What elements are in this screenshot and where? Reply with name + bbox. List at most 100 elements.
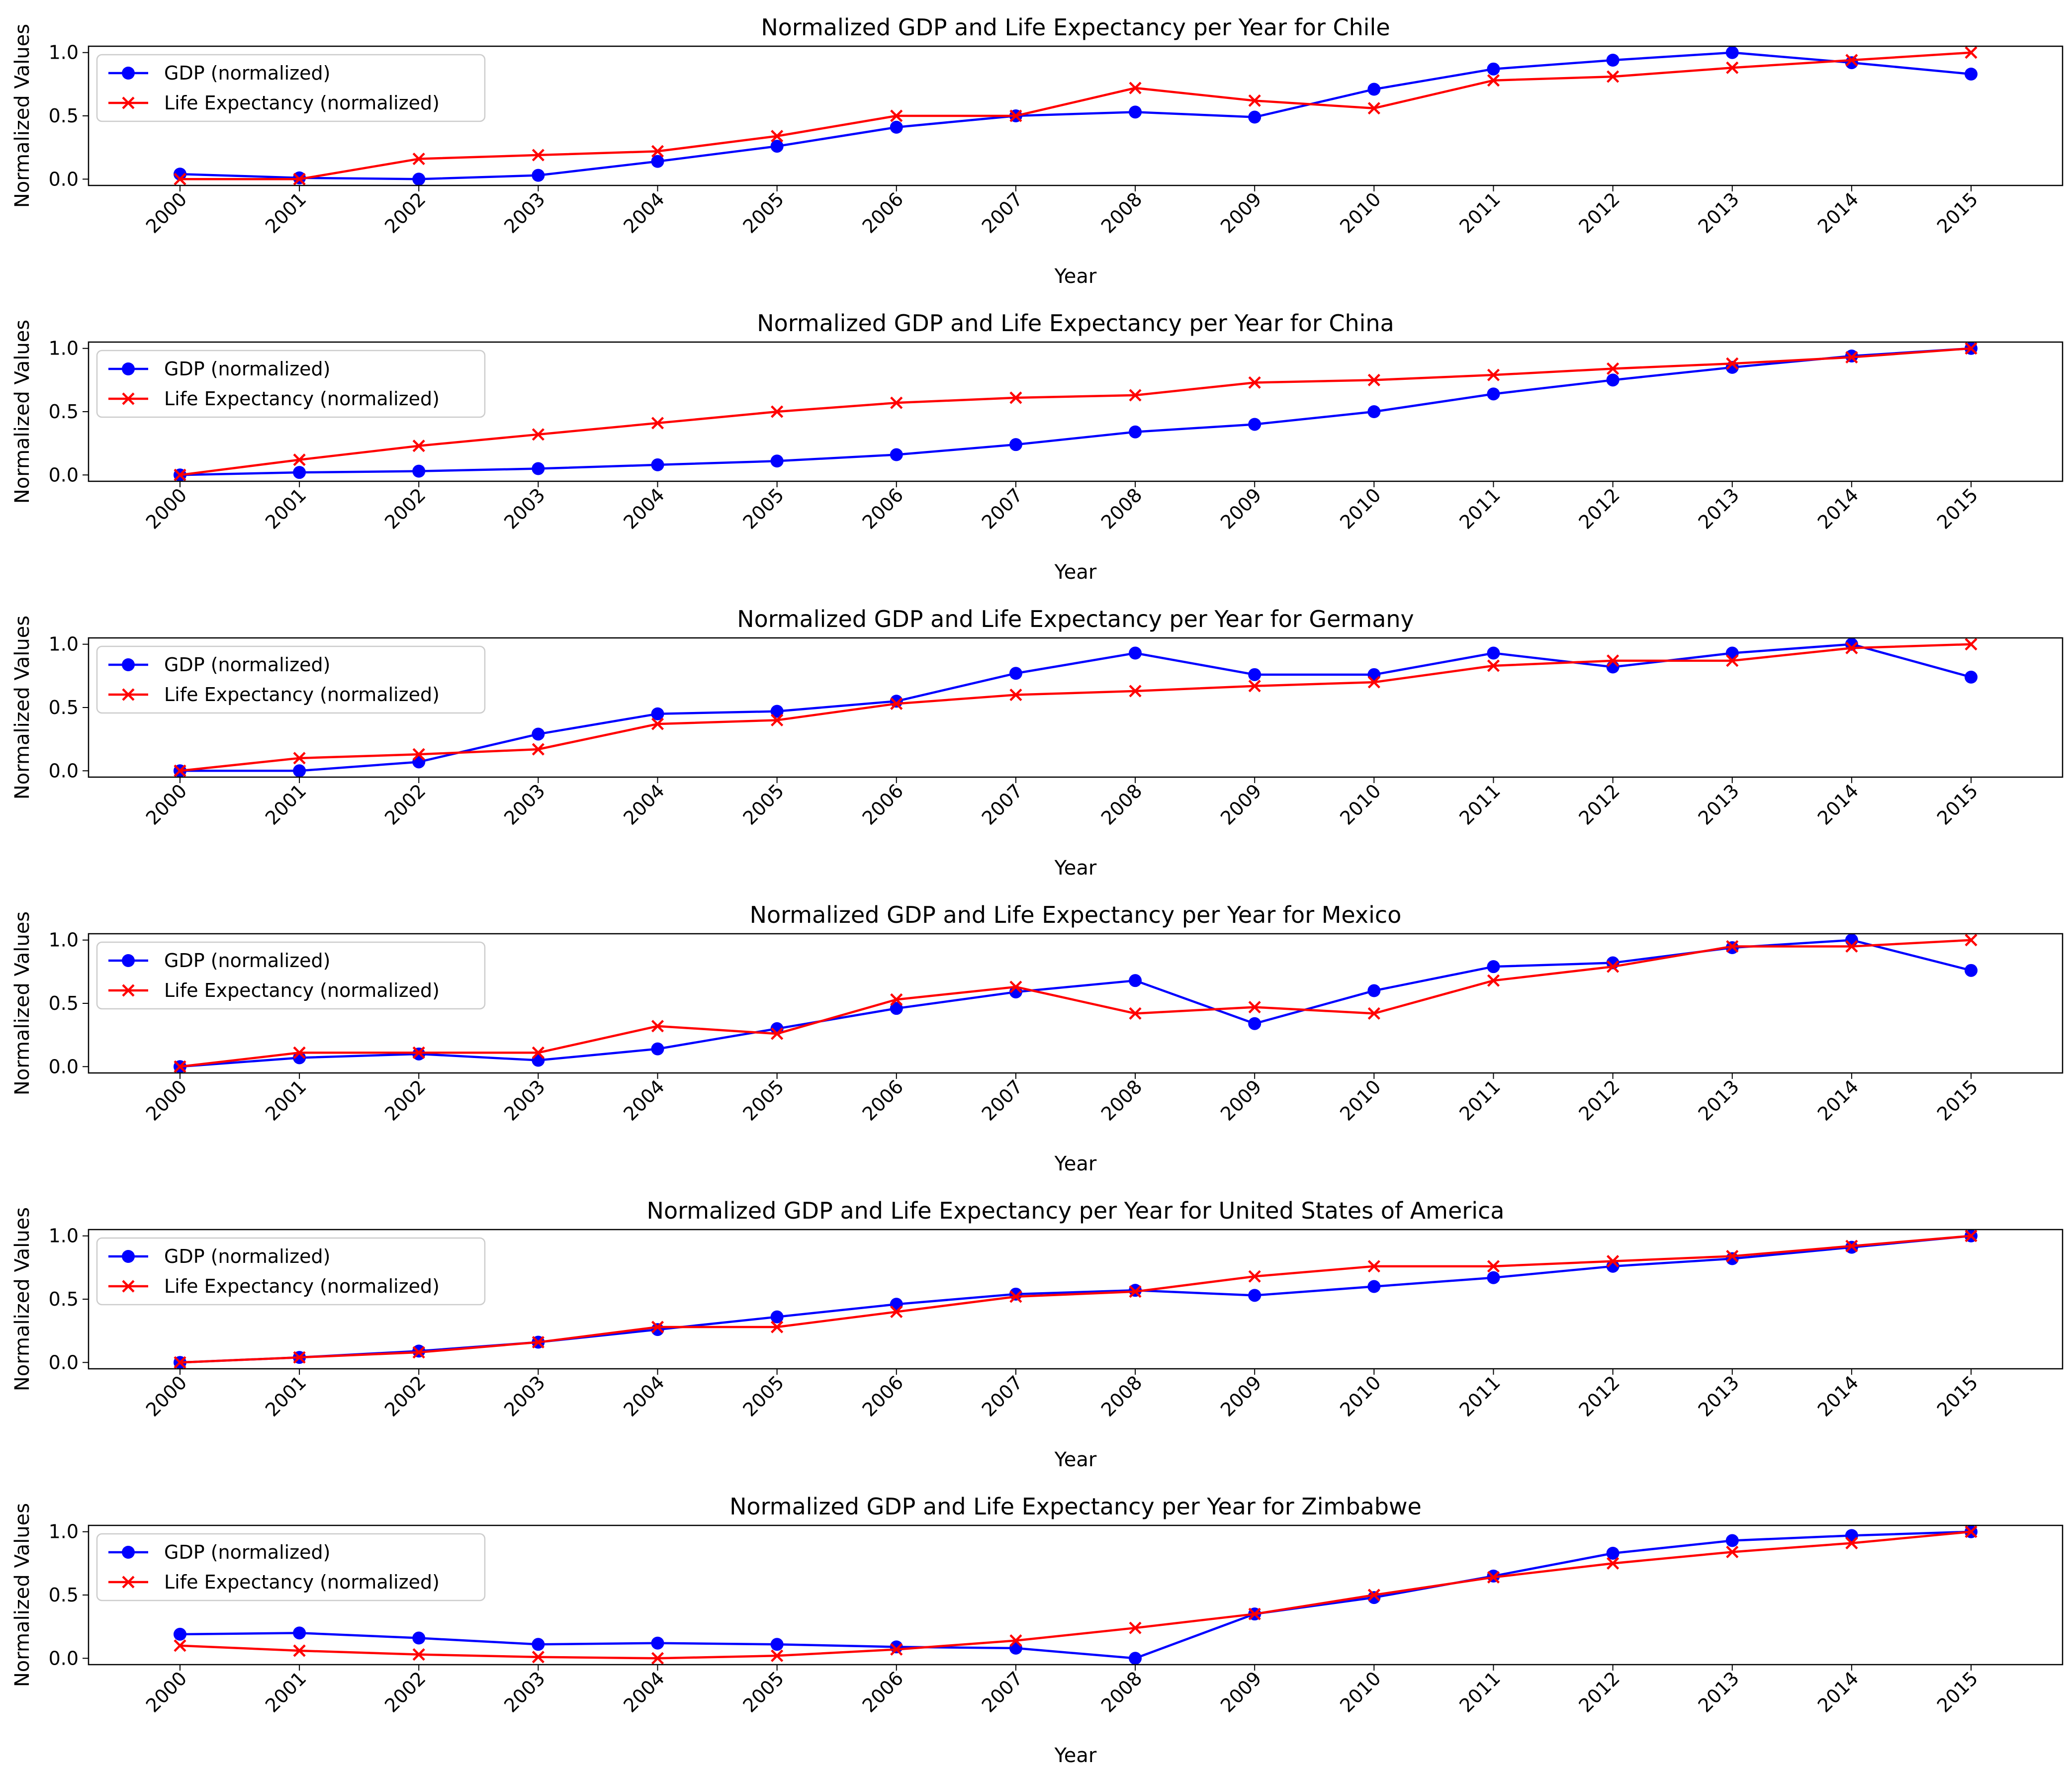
x-tick-label: 2006 bbox=[858, 188, 908, 238]
x-tick-label: 2007 bbox=[978, 780, 1027, 829]
x-tick-label: 2012 bbox=[1574, 188, 1624, 238]
data-point-life-expectancy bbox=[1607, 362, 1620, 375]
data-point-gdp bbox=[1606, 1547, 1620, 1560]
data-point-gdp bbox=[1845, 933, 1858, 947]
data-point-life-expectancy bbox=[1607, 1557, 1620, 1570]
x-tick-label: 2006 bbox=[858, 780, 908, 829]
y-tick-label: 0.5 bbox=[49, 1288, 79, 1310]
data-point-life-expectancy bbox=[412, 748, 425, 761]
data-point-life-expectancy bbox=[1487, 74, 1500, 87]
legend: GDP (normalized) Life Expectancy (normali… bbox=[96, 54, 486, 122]
x-tick-label: 2007 bbox=[978, 188, 1027, 238]
x-tick-label: 2008 bbox=[1097, 780, 1147, 829]
data-point-life-expectancy bbox=[771, 1649, 784, 1662]
data-point-gdp bbox=[651, 1323, 664, 1336]
x-tick-label: 2008 bbox=[1097, 1371, 1147, 1421]
data-point-life-expectancy bbox=[1367, 1260, 1380, 1273]
legend: GDP (normalized) Life Expectancy (normali… bbox=[96, 1533, 486, 1601]
x-tick-label: 2002 bbox=[380, 484, 430, 533]
x-tick-label: 2007 bbox=[978, 1075, 1027, 1125]
data-point-life-expectancy bbox=[1607, 654, 1620, 667]
subplot-2: Normalized GDP and Life Expectancy per Y… bbox=[11, 606, 2064, 880]
y-tick-label: 0.0 bbox=[49, 760, 79, 782]
x-tick-label: 2013 bbox=[1694, 780, 1744, 829]
data-point-gdp bbox=[1009, 1287, 1022, 1301]
x-tick-label: 2011 bbox=[1455, 1075, 1505, 1125]
data-point-life-expectancy bbox=[1726, 654, 1739, 667]
legend-label: Life Expectancy (normalized) bbox=[164, 979, 440, 1001]
y-tick-label: 0.0 bbox=[49, 1647, 79, 1669]
data-point-gdp bbox=[1725, 1252, 1739, 1265]
legend-marker-x bbox=[122, 96, 135, 109]
data-point-life-expectancy bbox=[293, 453, 306, 466]
x-tick-label: 2003 bbox=[500, 780, 549, 829]
x-tick-label: 2012 bbox=[1574, 1075, 1624, 1125]
data-point-gdp bbox=[1367, 83, 1381, 96]
data-point-life-expectancy bbox=[1129, 389, 1142, 402]
x-tick-label: 2011 bbox=[1455, 1667, 1505, 1717]
x-tick-label: 2003 bbox=[500, 1667, 549, 1717]
data-point-life-expectancy bbox=[1487, 659, 1500, 672]
series-line-0 bbox=[180, 347, 1972, 476]
data-point-gdp bbox=[890, 1640, 903, 1654]
data-point-life-expectancy bbox=[1965, 638, 1978, 651]
x-tick-label: 2004 bbox=[619, 1667, 669, 1717]
x-tick-label: 2006 bbox=[858, 484, 908, 533]
legend-box bbox=[96, 1237, 486, 1306]
x-axis-label: Year bbox=[1054, 857, 1097, 880]
data-point-life-expectancy bbox=[890, 993, 903, 1006]
data-point-gdp bbox=[532, 1638, 545, 1651]
data-point-life-expectancy bbox=[1845, 641, 1858, 654]
series-line-0 bbox=[180, 939, 1972, 1068]
data-point-life-expectancy bbox=[293, 1351, 306, 1364]
legend-marker-circle bbox=[122, 954, 135, 967]
legend-label: Life Expectancy (normalized) bbox=[164, 1275, 440, 1297]
data-point-gdp bbox=[1487, 646, 1500, 660]
data-point-life-expectancy bbox=[1965, 1230, 1978, 1242]
data-point-life-expectancy bbox=[651, 1321, 664, 1333]
data-point-gdp bbox=[1129, 105, 1142, 119]
data-point-life-expectancy bbox=[1367, 373, 1380, 386]
data-point-gdp bbox=[1129, 646, 1142, 660]
x-tick-label: 2007 bbox=[978, 1371, 1027, 1421]
data-point-life-expectancy bbox=[1726, 1545, 1739, 1559]
data-point-life-expectancy bbox=[1367, 102, 1380, 115]
x-tick-label: 2002 bbox=[380, 1667, 430, 1717]
data-point-gdp bbox=[1965, 964, 1978, 977]
x-tick-label: 2002 bbox=[380, 1371, 430, 1421]
x-tick-label: 2012 bbox=[1574, 1371, 1624, 1421]
x-tick-label: 2015 bbox=[1933, 1075, 1982, 1125]
data-point-life-expectancy bbox=[1607, 1255, 1620, 1268]
data-point-life-expectancy bbox=[651, 417, 664, 430]
subplot-title: Normalized GDP and Life Expectancy per Y… bbox=[647, 1197, 1505, 1224]
y-tick-label: 0.5 bbox=[49, 697, 79, 718]
x-tick-label: 2006 bbox=[858, 1667, 908, 1717]
data-point-life-expectancy bbox=[1009, 688, 1022, 702]
x-tick-label: 2000 bbox=[142, 484, 191, 533]
data-point-gdp bbox=[890, 695, 903, 708]
series-line-1 bbox=[180, 939, 1972, 1068]
y-tick-label: 0.0 bbox=[49, 1056, 79, 1077]
data-point-life-expectancy bbox=[1129, 1621, 1142, 1634]
data-point-life-expectancy bbox=[1726, 61, 1739, 74]
y-tick-label: 0.0 bbox=[49, 464, 79, 486]
y-axis-label: Normalized Values bbox=[11, 320, 34, 504]
data-point-gdp bbox=[1965, 670, 1978, 684]
data-point-gdp bbox=[293, 1626, 306, 1640]
plot-frame bbox=[88, 1524, 2064, 1666]
x-tick-label: 2005 bbox=[739, 1371, 789, 1421]
data-point-gdp bbox=[770, 705, 784, 718]
legend-marker-circle bbox=[122, 1250, 135, 1263]
data-point-gdp bbox=[1367, 1280, 1381, 1293]
x-tick-label: 2008 bbox=[1097, 1667, 1147, 1717]
data-point-gdp bbox=[651, 707, 664, 720]
legend-marker-x bbox=[122, 688, 135, 701]
x-tick-label: 2005 bbox=[739, 780, 789, 829]
data-point-life-expectancy bbox=[532, 149, 544, 162]
x-axis-label: Year bbox=[1054, 1744, 1097, 1767]
data-point-gdp bbox=[1129, 425, 1142, 439]
data-point-gdp bbox=[412, 173, 426, 186]
data-point-life-expectancy bbox=[1009, 1634, 1022, 1647]
x-tick-label: 2003 bbox=[500, 188, 549, 238]
